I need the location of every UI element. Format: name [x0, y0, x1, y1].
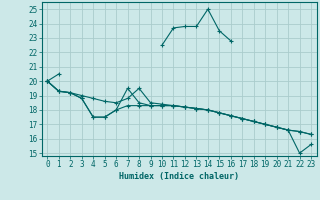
X-axis label: Humidex (Indice chaleur): Humidex (Indice chaleur) — [119, 172, 239, 181]
